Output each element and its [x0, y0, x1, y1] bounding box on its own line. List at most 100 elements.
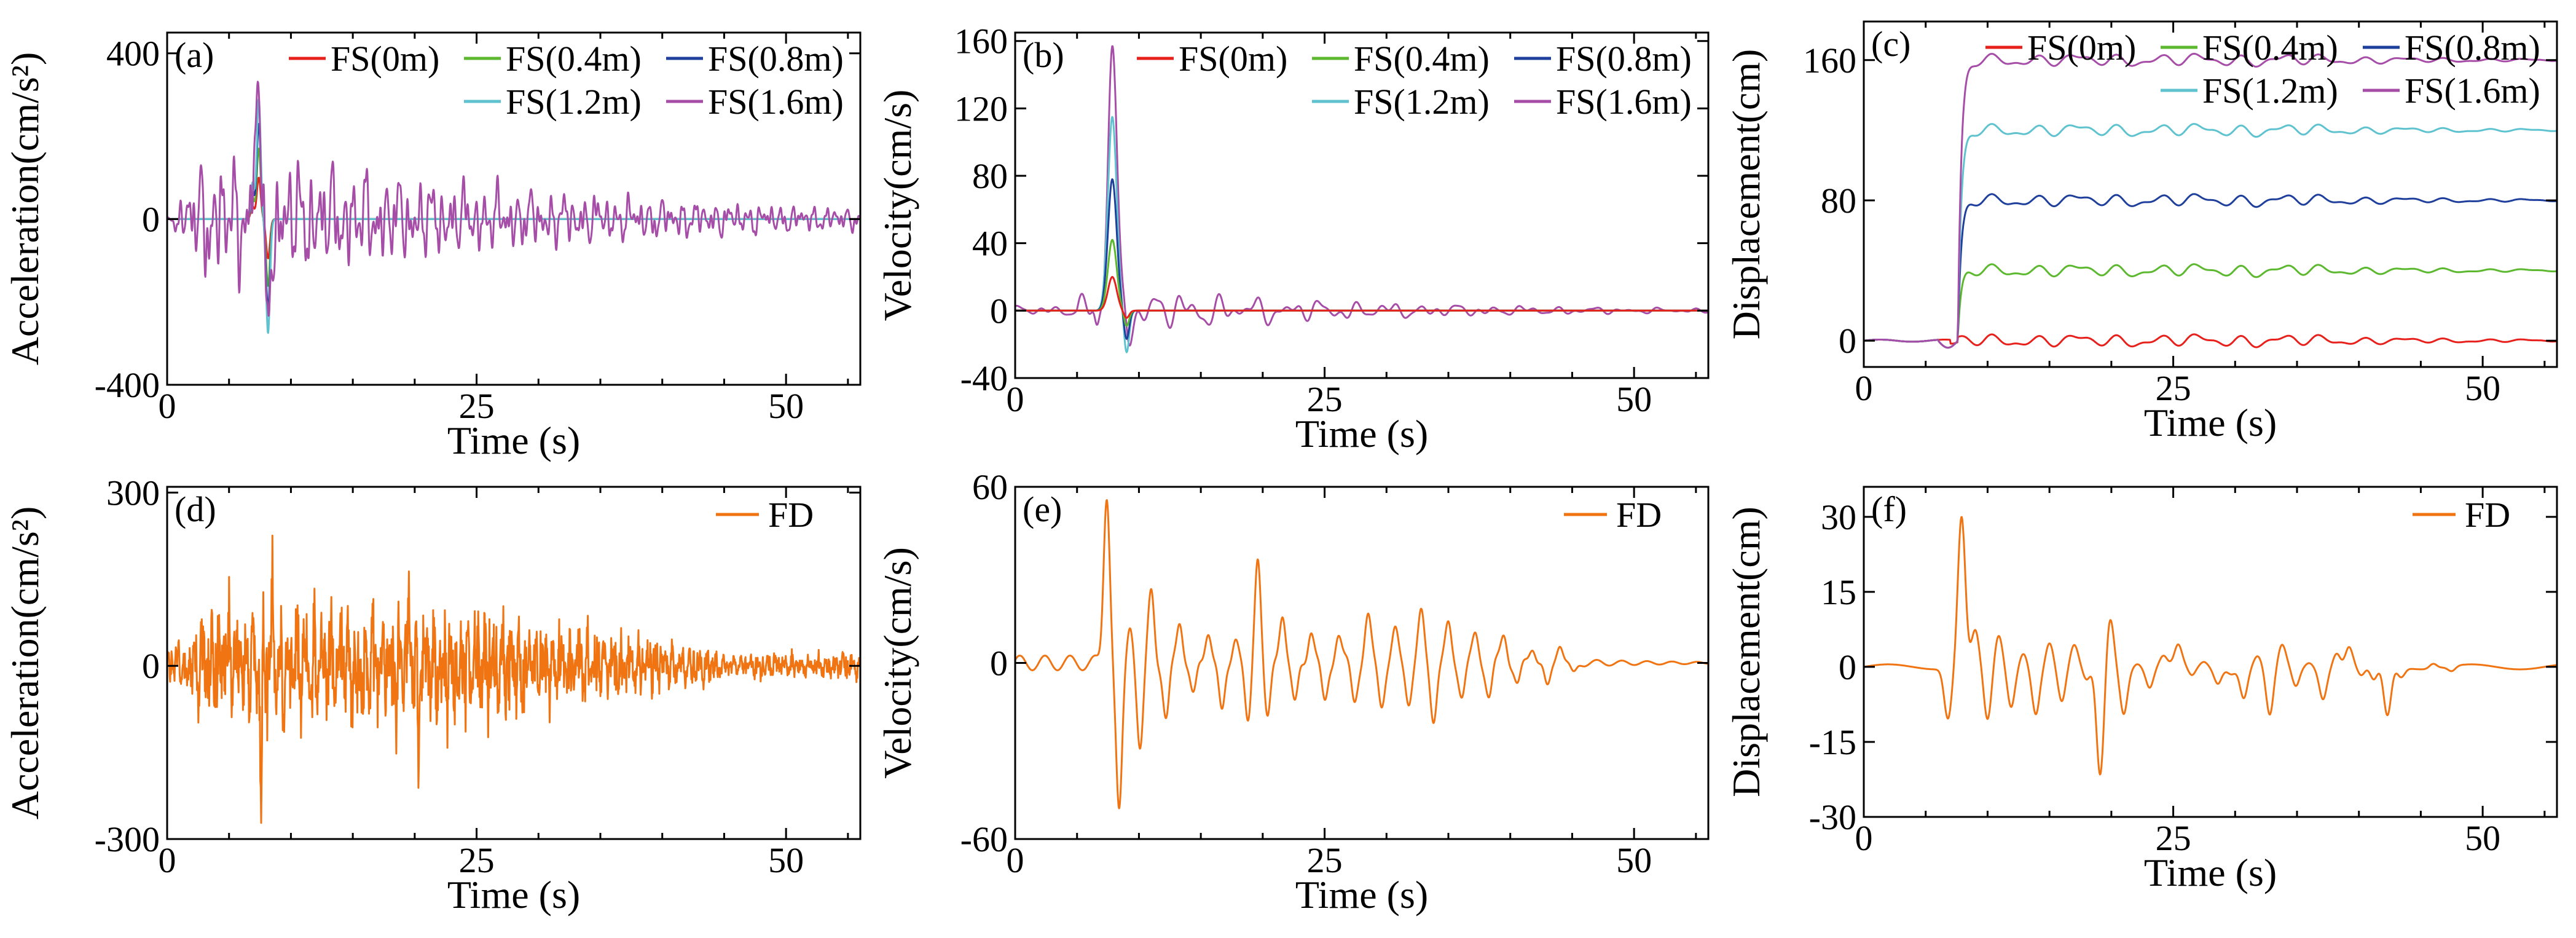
plot-frame [1014, 31, 1710, 379]
y-tick-label: -400 [95, 365, 160, 405]
x-tick-label: 50 [1616, 379, 1652, 419]
x-tick-label: 0 [159, 840, 176, 880]
x-tick-label: 25 [2156, 818, 2191, 858]
legend-label-FS(0m): FS(0m) [2027, 28, 2136, 68]
series-line-FS(0m) [1864, 333, 2557, 349]
y-tick-label: 15 [1821, 572, 1856, 612]
legend-label-FS(0.8m): FS(0.8m) [1556, 39, 1692, 79]
panel-label: (d) [175, 489, 216, 529]
series-line-FS(0m) [1015, 276, 1708, 319]
y-tick-label: 0 [142, 646, 160, 686]
x-tick-label: 0 [1855, 368, 1873, 408]
x-tick-label: 50 [1616, 840, 1652, 880]
legend-label-FS(1.6m): FS(1.6m) [1556, 82, 1692, 122]
panel-label: (f) [1871, 489, 1907, 529]
y-axis-label: Acceleration(cm/s²) [3, 52, 47, 366]
legend-label-FD: FD [1616, 495, 1662, 535]
legend-label-FS(1.2m): FS(1.2m) [2202, 71, 2338, 111]
y-tick-label: 80 [1821, 181, 1856, 221]
series-line-FD [1864, 516, 2557, 776]
legend-label-FS(1.6m): FS(1.6m) [2405, 71, 2540, 111]
series-line-FS(1.6m) [167, 81, 860, 317]
legend-label-FS(0.8m): FS(0.8m) [2405, 28, 2540, 68]
legend-label-FS(0.8m): FS(0.8m) [708, 39, 844, 79]
x-tick-label: 0 [159, 386, 176, 426]
x-tick-label: 25 [459, 840, 495, 880]
legend-label-FS(1.2m): FS(1.2m) [1354, 82, 1490, 122]
y-tick-label: 300 [106, 473, 160, 513]
legend-label-FS(1.6m): FS(1.6m) [708, 82, 844, 122]
y-tick-label: 160 [954, 22, 1008, 61]
legend-label-FD: FD [2465, 495, 2510, 535]
x-tick-label: 0 [1007, 840, 1024, 880]
y-axis-label: Velocity(cm/s) [876, 90, 919, 321]
plot-frame [166, 31, 862, 386]
series-line-FS(1.2m) [1015, 116, 1708, 353]
y-axis-label: Velocity(cm/s) [876, 547, 919, 779]
y-axis-label: Displacement(cm) [1724, 506, 1768, 797]
y-tick-label: 160 [1803, 41, 1856, 81]
y-tick-label: -300 [95, 819, 160, 859]
series-line-FS(1.2m) [167, 98, 860, 334]
legend-label-FS(0.4m): FS(0.4m) [2202, 28, 2338, 68]
plot-frame [166, 486, 862, 840]
x-axis-label: Time (s) [447, 419, 580, 462]
plot-frame [1863, 486, 2558, 818]
x-tick-label: 0 [1007, 379, 1024, 419]
legend-label-FS(0.4m): FS(0.4m) [1354, 39, 1490, 79]
y-tick-label: 40 [972, 224, 1008, 264]
legend-label-FS(0m): FS(0m) [1179, 39, 1287, 79]
x-tick-label: 50 [2465, 818, 2500, 858]
y-tick-label: 120 [954, 89, 1008, 128]
y-tick-label: 0 [1839, 647, 1856, 687]
x-tick-label: 50 [768, 386, 804, 426]
y-tick-label: 0 [990, 644, 1008, 684]
series-line-FS(0.4m) [1864, 263, 2557, 349]
legend-label-FS(1.2m): FS(1.2m) [506, 82, 642, 122]
x-axis-label: Time (s) [447, 873, 580, 916]
y-tick-label: -30 [1809, 797, 1856, 837]
x-axis-label: Time (s) [1295, 412, 1428, 455]
x-tick-label: 25 [1307, 379, 1343, 419]
series-line-FS(1.6m) [1864, 52, 2557, 349]
y-tick-label: 30 [1821, 497, 1856, 537]
legend-label-FD: FD [768, 495, 814, 535]
legend-label-FS(0.4m): FS(0.4m) [506, 39, 642, 79]
series-line-FD [1015, 499, 1708, 810]
panel-label: (a) [175, 35, 214, 75]
x-tick-label: 25 [459, 386, 495, 426]
x-tick-label: 25 [2156, 368, 2191, 408]
x-tick-label: 50 [768, 840, 804, 880]
x-axis-label: Time (s) [1295, 873, 1428, 916]
x-axis-label: Time (s) [2144, 851, 2277, 894]
plot-frame [1863, 20, 2558, 368]
chart-panel-2: 0 25 50 0 80 160 Time (s) Displacement(cm) (c) FS… [1724, 20, 2558, 444]
y-tick-label: -15 [1809, 722, 1856, 762]
y-tick-label: 400 [106, 34, 160, 74]
chart-panel-5: 0 25 50 -30 -15 0 15 30 Time (s) Displacement(cm)… [1724, 486, 2558, 894]
x-tick-label: 0 [1855, 818, 1873, 858]
panel-label: (e) [1023, 489, 1062, 529]
series-line-FS(1.2m) [1864, 123, 2557, 349]
x-axis-label: Time (s) [2144, 401, 2277, 444]
panel-label: (c) [1871, 24, 1910, 64]
legend-label-FS(0m): FS(0m) [331, 39, 439, 79]
y-axis-label: Acceleration(cm/s²) [3, 506, 47, 820]
series-line-FS(0.8m) [1864, 193, 2557, 349]
series-line-FD [167, 534, 860, 824]
panel-label: (b) [1023, 35, 1064, 75]
y-tick-label: 0 [990, 291, 1008, 331]
x-tick-label: 50 [2465, 368, 2500, 408]
y-tick-label: 60 [972, 467, 1008, 507]
y-tick-label: 0 [142, 199, 160, 239]
y-axis-label: Displacement(cm) [1724, 49, 1768, 340]
y-tick-label: 80 [972, 156, 1008, 196]
y-tick-label: -40 [960, 358, 1008, 398]
x-tick-label: 25 [1307, 840, 1343, 880]
y-tick-label: -60 [960, 819, 1008, 859]
